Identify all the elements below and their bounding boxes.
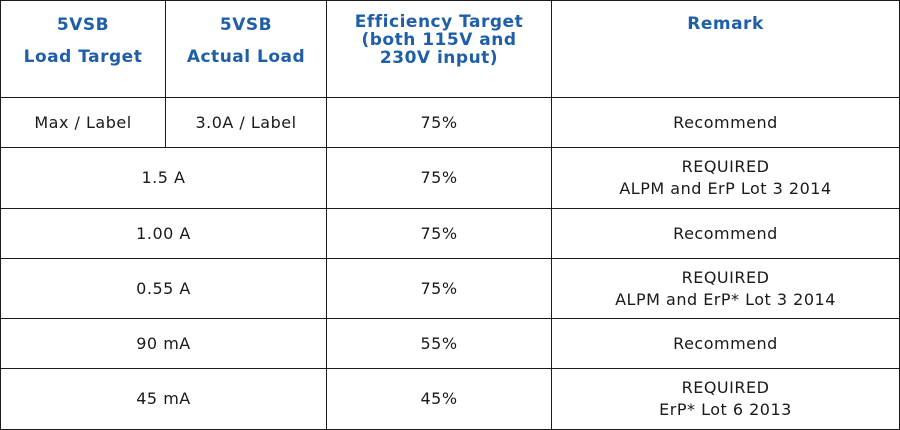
remark-line: Recommend: [673, 223, 778, 243]
remark-line: Recommend: [673, 333, 778, 353]
header-load-target: 5VSB Load Target: [0, 0, 166, 98]
efficiency-cell: 75%: [326, 208, 552, 259]
load-cell: 1.5 A: [0, 147, 327, 209]
header-efficiency-line1: Efficiency Target: [354, 12, 524, 32]
table-row: 90 mA 55% Recommend: [0, 318, 900, 369]
table-row: 45 mA 45% REQUIRED ErP* Lot 6 2013: [0, 368, 900, 430]
remark-cell: Recommend: [551, 97, 900, 148]
remark-line: Recommend: [673, 112, 778, 132]
header-actual-load: 5VSB Actual Load: [165, 0, 327, 98]
header-actual-load-line1: 5VSB: [219, 15, 273, 35]
remark-line: ErP* Lot 6 2013: [659, 400, 792, 419]
efficiency-cell: 75%: [326, 97, 552, 148]
load-cell: 90 mA: [0, 318, 327, 369]
remark-cell: REQUIRED ALPM and ErP* Lot 3 2014: [551, 258, 900, 319]
remark-cell: Recommend: [551, 208, 900, 259]
table-row: 1.5 A 75% REQUIRED ALPM and ErP Lot 3 20…: [0, 147, 900, 209]
header-efficiency-target: Efficiency Target (both 115V and 230V in…: [326, 0, 552, 98]
load-target-cell: Max / Label: [0, 97, 166, 148]
efficiency-cell: 75%: [326, 258, 552, 319]
header-load-target-line2: Load Target: [23, 47, 143, 67]
header-efficiency-line3: 230V input): [379, 48, 499, 68]
load-cell: 0.55 A: [0, 258, 327, 319]
table-row: 0.55 A 75% REQUIRED ALPM and ErP* Lot 3 …: [0, 258, 900, 319]
load-cell: 1.00 A: [0, 208, 327, 259]
header-remark: Remark: [551, 0, 900, 98]
efficiency-cell: 55%: [326, 318, 552, 369]
table-row: Max / Label 3.0A / Label 75% Recommend: [0, 97, 900, 148]
table-row: 1.00 A 75% Recommend: [0, 208, 900, 259]
remark-cell: Recommend: [551, 318, 900, 369]
efficiency-cell: 75%: [326, 147, 552, 209]
efficiency-cell: 45%: [326, 368, 552, 430]
header-remark-label: Remark: [687, 14, 764, 34]
remark-line: ALPM and ErP Lot 3 2014: [619, 179, 832, 198]
remark-line: REQUIRED: [681, 378, 770, 397]
remark-cell: REQUIRED ALPM and ErP Lot 3 2014: [551, 147, 900, 209]
remark-cell: REQUIRED ErP* Lot 6 2013: [551, 368, 900, 430]
header-actual-load-line2: Actual Load: [186, 47, 306, 67]
load-cell: 45 mA: [0, 368, 327, 430]
remark-line: REQUIRED: [681, 267, 770, 287]
remark-line: REQUIRED: [681, 157, 770, 176]
header-row: 5VSB Load Target 5VSB Actual Load Effici…: [0, 0, 900, 98]
remark-line: ALPM and ErP* Lot 3 2014: [615, 289, 836, 309]
actual-load-cell: 3.0A / Label: [165, 97, 327, 148]
header-efficiency-line2: (both 115V and: [361, 30, 517, 50]
header-load-target-line1: 5VSB: [56, 15, 110, 35]
